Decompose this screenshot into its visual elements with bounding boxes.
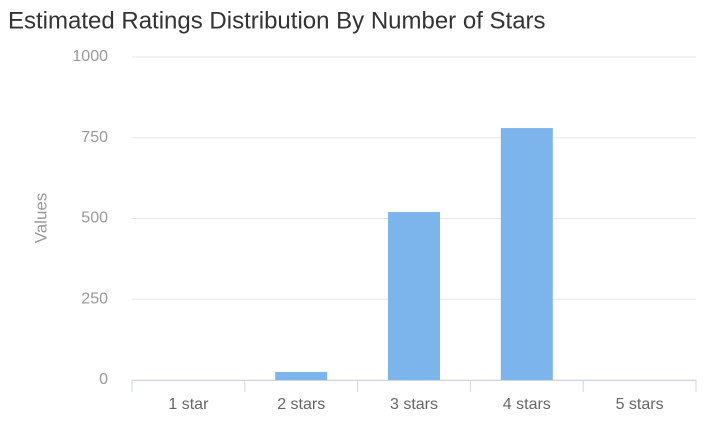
x-tick-label: 4 stars — [503, 396, 551, 413]
bar — [500, 128, 553, 380]
y-tick-label: 0 — [99, 371, 108, 388]
x-tick-label: 5 stars — [616, 396, 664, 413]
x-tick-label: 2 stars — [277, 396, 325, 413]
y-tick-label: 750 — [81, 129, 108, 146]
y-tick-label: 500 — [81, 210, 108, 227]
x-tick-label: 3 stars — [390, 396, 438, 413]
y-axis-title: Values — [31, 193, 50, 244]
bar — [275, 371, 328, 380]
y-tick-label: 250 — [81, 290, 108, 307]
x-tick-label: 1 star — [168, 396, 209, 413]
y-tick-label: 1000 — [72, 48, 108, 65]
bar — [388, 212, 440, 380]
chart-title: Estimated Ratings Distribution By Number… — [8, 7, 546, 34]
